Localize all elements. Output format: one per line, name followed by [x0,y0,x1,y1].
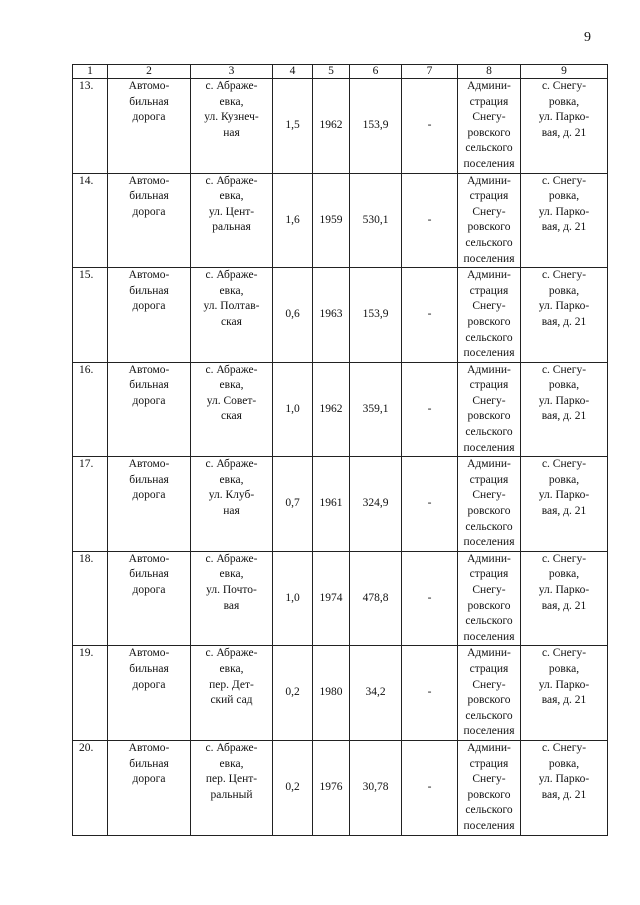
value-amount: 478,8 [349,550,402,647]
column-header: 5 [312,64,350,79]
owner-address: с. Снегу- ровка, ул. Парко- вая, д. 21 [520,645,608,741]
row-number: 13. [72,78,108,174]
owner-address: с. Снегу- ровка, ул. Парко- вая, д. 21 [520,78,608,174]
col7-value: - [401,361,458,458]
row-number: 20. [72,739,108,836]
table-row: 18. Автомо- бильная дорога с. Абраже- евка… [72,550,608,647]
length-value: 0,7 [272,456,313,552]
object-location: с. Абраже- евка, ул. Кузнеч- ная [190,78,273,174]
table-row: 15. Автомо- бильная дорога с. Абраже- евка… [72,267,608,363]
table-row: 16. Автомо- бильная дорога с. Абраже- евка… [72,361,608,458]
col7-value: - [401,267,458,363]
object-type: Автомо- бильная дорога [107,550,191,647]
object-type: Автомо- бильная дорога [107,739,191,836]
value-amount: 153,9 [349,78,402,174]
year-value: 1962 [312,78,350,174]
length-value: 1,6 [272,172,313,269]
column-header: 4 [272,64,313,79]
year-value: 1980 [312,645,350,741]
owner-name: Админи- страция Снегу- ровского сельског… [457,172,521,269]
length-value: 0,2 [272,739,313,836]
year-value: 1961 [312,456,350,552]
object-type: Автомо- бильная дорога [107,645,191,741]
row-number: 14. [72,172,108,269]
object-type: Автомо- бильная дорога [107,78,191,174]
table-header-row: 1 2 3 4 5 6 7 8 9 [72,64,608,79]
row-number: 16. [72,361,108,458]
year-value: 1962 [312,361,350,458]
owner-address: с. Снегу- ровка, ул. Парко- вая, д. 21 [520,550,608,647]
owner-name: Админи- страция Снегу- ровского сельског… [457,550,521,647]
value-amount: 530,1 [349,172,402,269]
object-location: с. Абраже- евка, ул. Клуб- ная [190,456,273,552]
owner-address: с. Снегу- ровка, ул. Парко- вая, д. 21 [520,361,608,458]
length-value: 0,2 [272,645,313,741]
object-location: с. Абраже- евка, ул. Почто- вая [190,550,273,647]
column-header: 6 [349,64,402,79]
object-location: с. Абраже- евка, ул. Цент- ральная [190,172,273,269]
roads-table: 1 2 3 4 5 6 7 8 9 13. Автомо- бильная дор… [72,64,608,836]
owner-name: Админи- страция Снегу- ровского сельског… [457,267,521,363]
year-value: 1974 [312,550,350,647]
row-number: 15. [72,267,108,363]
column-header: 9 [520,64,608,79]
length-value: 0,6 [272,267,313,363]
table-row: 13. Автомо- бильная дорога с. Абраже- евка… [72,78,608,174]
object-type: Автомо- бильная дорога [107,267,191,363]
length-value: 1,5 [272,78,313,174]
value-amount: 30,78 [349,739,402,836]
owner-name: Админи- страция Снегу- ровского сельског… [457,78,521,174]
length-value: 1,0 [272,361,313,458]
owner-name: Админи- страция Снегу- ровского сельског… [457,361,521,458]
year-value: 1976 [312,739,350,836]
col7-value: - [401,645,458,741]
col7-value: - [401,739,458,836]
column-header: 7 [401,64,458,79]
owner-address: с. Снегу- ровка, ул. Парко- вая, д. 21 [520,172,608,269]
owner-name: Админи- страция Снегу- ровского сельског… [457,456,521,552]
column-header: 3 [190,64,273,79]
object-type: Автомо- бильная дорога [107,456,191,552]
row-number: 17. [72,456,108,552]
row-number: 18. [72,550,108,647]
length-value: 1,0 [272,550,313,647]
table-row: 19. Автомо- бильная дорога с. Абраже- евка… [72,645,608,741]
owner-address: с. Снегу- ровка, ул. Парко- вая, д. 21 [520,456,608,552]
table-row: 14. Автомо- бильная дорога с. Абраже- евка… [72,172,608,269]
object-location: с. Абраже- евка, ул. Совет- ская [190,361,273,458]
object-type: Автомо- бильная дорога [107,361,191,458]
value-amount: 324,9 [349,456,402,552]
object-type: Автомо- бильная дорога [107,172,191,269]
col7-value: - [401,550,458,647]
owner-address: с. Снегу- ровка, ул. Парко- вая, д. 21 [520,267,608,363]
col7-value: - [401,456,458,552]
col7-value: - [401,78,458,174]
table-row: 17. Автомо- бильная дорога с. Абраже- евка… [72,456,608,552]
year-value: 1959 [312,172,350,269]
col7-value: - [401,172,458,269]
year-value: 1963 [312,267,350,363]
object-location: с. Абраже- евка, ул. Полтав- ская [190,267,273,363]
value-amount: 153,9 [349,267,402,363]
column-header: 8 [457,64,521,79]
value-amount: 359,1 [349,361,402,458]
page-number: 9 [584,30,591,45]
table-row: 20. Автомо- бильная дорога с. Абраже- евка… [72,739,608,836]
row-number: 19. [72,645,108,741]
object-location: с. Абраже- евка, пер. Цент- ральный [190,739,273,836]
owner-name: Админи- страция Снегу- ровского сельског… [457,645,521,741]
owner-name: Админи- страция Снегу- ровского сельског… [457,739,521,836]
column-header: 2 [107,64,191,79]
value-amount: 34,2 [349,645,402,741]
owner-address: с. Снегу- ровка, ул. Парко- вая, д. 21 [520,739,608,836]
column-header: 1 [72,64,108,79]
object-location: с. Абраже- евка, пер. Дет- ский сад [190,645,273,741]
